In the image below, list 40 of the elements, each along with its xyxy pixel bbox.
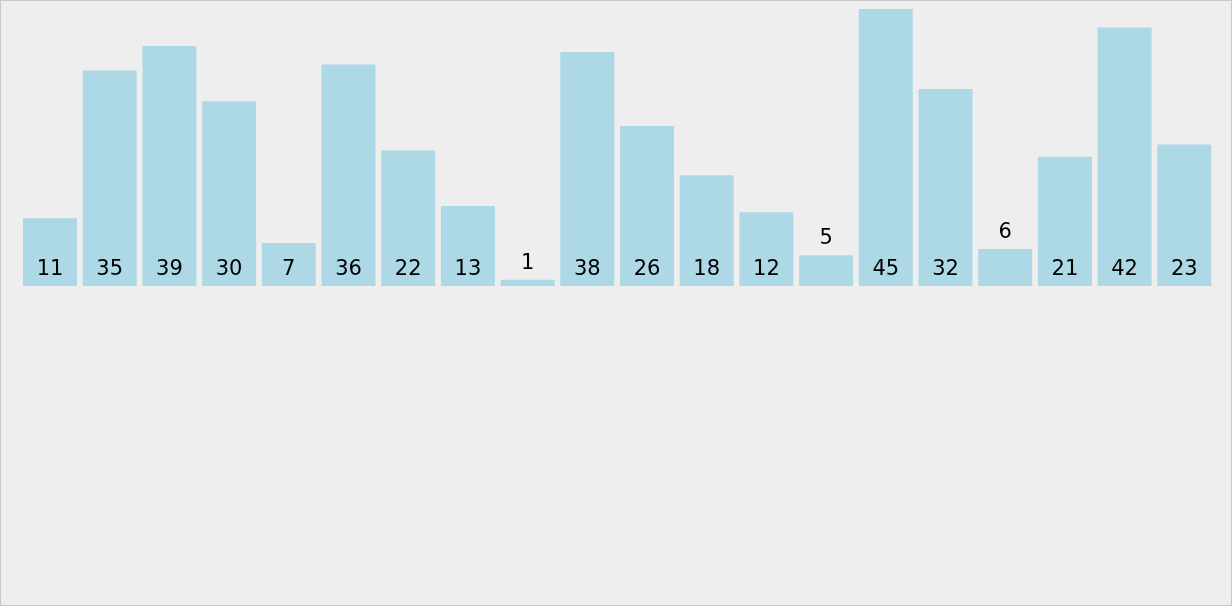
data-label: 35	[96, 256, 124, 280]
bar	[261, 242, 316, 286]
data-label: 42	[1111, 256, 1138, 280]
bar	[82, 70, 137, 286]
bar	[858, 9, 913, 286]
bar	[142, 45, 197, 286]
data-label: 22	[394, 256, 422, 280]
bar	[1097, 27, 1152, 286]
bar	[799, 255, 854, 286]
data-label: 7	[282, 256, 296, 280]
bar	[440, 205, 495, 286]
bar	[23, 218, 77, 286]
bar	[321, 64, 376, 286]
bar	[978, 249, 1033, 286]
bar	[381, 150, 436, 286]
bar	[739, 212, 794, 286]
data-label: 38	[573, 256, 601, 280]
data-label: 21	[1051, 256, 1079, 280]
data-label: 39	[156, 256, 183, 280]
data-label: 5	[819, 225, 833, 250]
data-label: 6	[998, 219, 1012, 244]
bar	[918, 89, 973, 286]
data-label: 11	[36, 256, 64, 280]
bar	[500, 279, 555, 286]
data-label: 32	[932, 256, 959, 280]
data-label: 26	[633, 256, 661, 280]
bar	[202, 101, 257, 286]
data-label: 13	[454, 256, 482, 280]
data-label: 23	[1170, 256, 1198, 280]
data-label: 36	[335, 256, 362, 280]
data-label: 1	[520, 249, 535, 274]
bar	[1157, 144, 1212, 286]
bar	[1037, 156, 1092, 286]
bar	[620, 125, 674, 286]
data-label: 45	[872, 256, 900, 280]
data-label: 12	[753, 256, 780, 280]
data-label: 30	[215, 256, 243, 280]
bar	[679, 175, 734, 286]
data-label: 18	[693, 256, 721, 280]
bar	[560, 52, 615, 286]
